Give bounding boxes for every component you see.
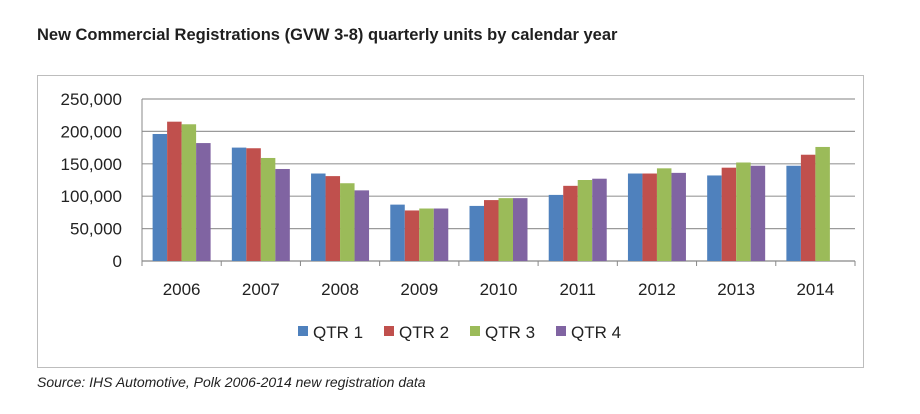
x-tick-label: 2011 (559, 280, 596, 299)
bar-qtr-4 (671, 172, 686, 261)
bar-qtr-2 (642, 173, 657, 261)
bar-qtr-4 (275, 168, 290, 261)
y-tick-label: 100,000 (61, 187, 122, 206)
bar-qtr-2 (721, 167, 737, 261)
bar-qtr-3 (419, 208, 434, 261)
legend-swatch (470, 326, 480, 336)
x-tick-label: 2006 (163, 280, 201, 299)
bar-qtr-3 (498, 198, 513, 261)
bar-qtr-3 (815, 146, 830, 261)
chart-frame (37, 75, 864, 368)
bar-qtr-3 (736, 162, 751, 261)
bar-qtr-1 (469, 205, 484, 261)
bar-qtr-1 (786, 165, 801, 261)
legend-swatch (384, 326, 394, 336)
bar-qtr-2 (167, 121, 182, 262)
bar-qtr-1 (152, 133, 168, 261)
chart-title: New Commercial Registrations (GVW 3-8) q… (37, 26, 618, 44)
bar-qtr-2 (484, 200, 499, 261)
bar-qtr-2 (404, 210, 420, 261)
x-tick-label: 2008 (321, 280, 359, 299)
bar-qtr-3 (181, 124, 197, 261)
y-tick-label: 250,000 (61, 90, 122, 109)
legend-label: QTR 4 (571, 323, 621, 342)
bar-qtr-1 (627, 173, 643, 261)
bar-qtr-3 (577, 180, 593, 261)
x-tick-label: 2014 (796, 280, 834, 299)
bar-qtr-2 (246, 148, 261, 261)
y-tick-label: 150,000 (61, 155, 122, 174)
bar-qtr-3 (260, 157, 276, 261)
legend-label: QTR 3 (485, 323, 535, 342)
bar-qtr-1 (231, 147, 247, 261)
bar-qtr-1 (707, 175, 722, 261)
source-note: Source: IHS Automotive, Polk 2006-2014 n… (37, 374, 426, 390)
bar-qtr-4 (592, 178, 607, 261)
bar-qtr-3 (656, 168, 672, 261)
legend-swatch (556, 326, 566, 336)
bar-qtr-4 (196, 143, 211, 261)
bar-qtr-4 (750, 165, 766, 261)
legend-swatch (298, 326, 308, 336)
x-tick-label: 2012 (638, 280, 676, 299)
x-tick-label: 2007 (242, 280, 280, 299)
bar-qtr-2 (563, 185, 578, 261)
bar-qtr-1 (390, 204, 405, 261)
x-tick-label: 2010 (480, 280, 518, 299)
bar-qtr-2 (325, 176, 341, 261)
bar-qtr-1 (311, 173, 326, 261)
bar-qtr-2 (800, 154, 816, 261)
bar-qtr-3 (340, 183, 355, 261)
bar-qtr-4 (354, 190, 370, 261)
x-tick-label: 2009 (400, 280, 438, 299)
y-tick-label: 50,000 (70, 220, 122, 239)
bar-qtr-1 (548, 194, 564, 261)
legend-label: QTR 2 (399, 323, 449, 342)
x-tick-label: 2013 (717, 280, 755, 299)
bar-qtr-4 (513, 198, 528, 261)
legend-label: QTR 1 (313, 323, 363, 342)
bar-qtr-4 (433, 208, 449, 261)
y-tick-label: 0 (113, 252, 122, 271)
y-tick-label: 200,000 (61, 122, 122, 141)
